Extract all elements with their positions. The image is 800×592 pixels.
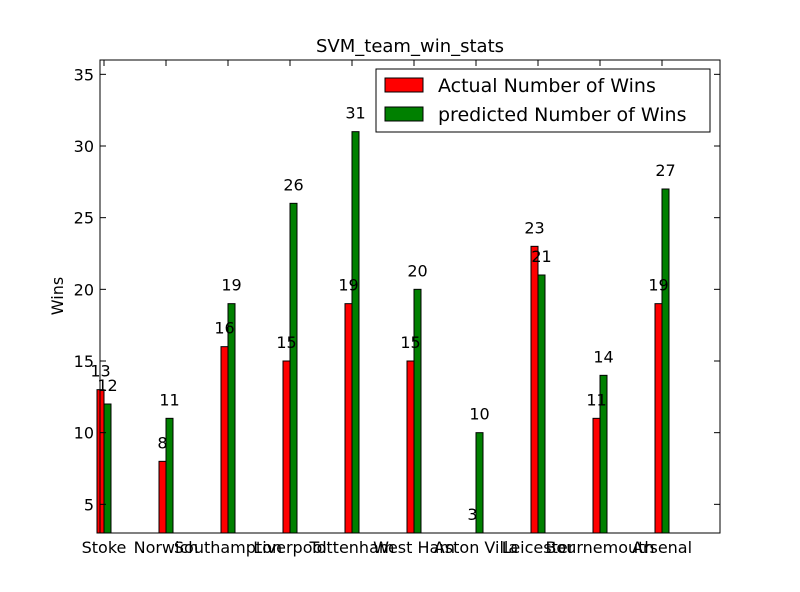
bar-actual-arsenal <box>654 303 663 534</box>
value-label-predicted-norwich: 11 <box>159 390 179 409</box>
y-tick-label: 10 <box>74 424 94 443</box>
bar-actual-southampton <box>220 346 229 534</box>
value-label-predicted-west-ham: 20 <box>407 261 427 280</box>
x-tick-label: Tottenham <box>309 538 395 557</box>
y-tick-label: 35 <box>74 65 94 84</box>
x-tick-label: Norwich <box>134 538 199 557</box>
value-label-actual-liverpool: 15 <box>276 333 296 352</box>
x-tick-label: West Ham <box>373 538 455 557</box>
bar-predicted-leicester <box>537 274 546 534</box>
legend-swatch-predicted <box>384 106 424 122</box>
bar-predicted-southampton <box>227 303 236 534</box>
legend-label-predicted: predicted Number of Wins <box>438 104 686 126</box>
value-label-predicted-bournemouth: 14 <box>593 347 613 366</box>
value-label-predicted-liverpool: 26 <box>283 175 303 194</box>
x-tick-label: Liverpool <box>253 538 326 557</box>
value-label-predicted-southampton: 19 <box>221 276 241 295</box>
legend: Actual Number of Wins predicted Number o… <box>375 68 711 133</box>
legend-swatch-actual <box>384 77 424 93</box>
y-tick-label: 15 <box>74 352 94 371</box>
x-tick-label: Bournemouth <box>545 538 654 557</box>
y-tick-label: 25 <box>74 209 94 228</box>
y-tick-label: 5 <box>84 495 94 514</box>
bar-actual-liverpool <box>282 360 291 534</box>
x-tick-label: Stoke <box>82 538 127 557</box>
bar-predicted-west-ham <box>413 288 422 534</box>
bar-actual-tottenham <box>344 303 353 534</box>
x-tick-label: Southampton <box>174 538 282 557</box>
value-label-actual-norwich: 8 <box>157 433 167 452</box>
y-axis-label: Wins <box>48 277 67 315</box>
x-tick-label: Arsenal <box>632 538 692 557</box>
value-label-actual-bournemouth: 11 <box>586 390 606 409</box>
bar-predicted-tottenham <box>351 131 360 534</box>
bar-predicted-liverpool <box>289 202 298 534</box>
legend-label-actual: Actual Number of Wins <box>438 75 656 97</box>
value-label-predicted-aston-villa: 10 <box>469 405 489 424</box>
x-tick-label: Leicester <box>502 538 575 557</box>
value-label-actual-southampton: 16 <box>214 319 234 338</box>
ticks-layer: Stoke NorwichSouthamptonLiverpoolTottenha… <box>74 60 720 557</box>
x-tick-label: Aston Villa <box>434 538 518 557</box>
legend-box <box>375 68 711 133</box>
bar-predicted-stoke <box>103 403 112 534</box>
bar-actual-leicester <box>530 245 539 534</box>
value-label-actual-aston-villa: 3 <box>467 505 477 524</box>
value-label-actual-arsenal: 19 <box>648 276 668 295</box>
value-label-actual-west-ham: 15 <box>400 333 420 352</box>
value-label-actual-tottenham: 19 <box>338 276 358 295</box>
y-tick-label: 20 <box>74 280 94 299</box>
bar-actual-west-ham <box>406 360 415 534</box>
y-tick-label: 30 <box>74 137 94 156</box>
bar-actual-bournemouth <box>592 417 601 534</box>
bar-actual-norwich <box>158 460 167 534</box>
chart-title: SVM_team_win_stats <box>316 36 504 57</box>
bar-predicted-arsenal <box>661 188 670 534</box>
value-label-predicted-stoke: 12 <box>97 376 117 395</box>
value-label-actual-leicester: 23 <box>524 218 544 237</box>
value-label-predicted-leicester: 21 <box>531 247 551 266</box>
plot-frame <box>99 59 721 534</box>
value-label-predicted-arsenal: 27 <box>655 161 675 180</box>
value-label-predicted-tottenham: 31 <box>345 104 365 123</box>
